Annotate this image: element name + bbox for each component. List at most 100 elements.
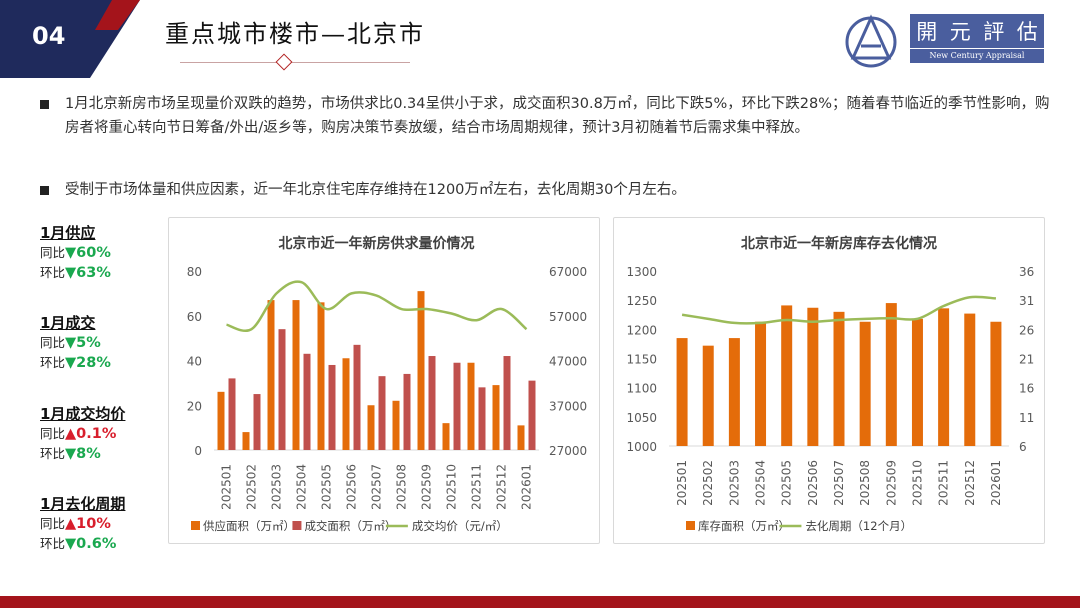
stat-mom-label: 环比 [40, 446, 66, 461]
y2-tick-label: 57000 [549, 310, 587, 324]
chart-title: 北京市近一年新房供求量价情况 [279, 235, 475, 252]
bar-primary [938, 308, 950, 446]
x-tick-label: 202504 [295, 464, 309, 510]
bar-primary [242, 432, 250, 450]
bar-primary [990, 321, 1002, 446]
stat-deal: 1月成交 同比▼5% 环比▼28% [40, 312, 111, 373]
bar-primary [317, 302, 325, 450]
bar-primary [492, 385, 500, 450]
page-number: 04 [32, 22, 66, 50]
x-tick-label: 202511 [470, 464, 484, 510]
bar-primary [728, 338, 740, 446]
legend-swatch [686, 521, 695, 530]
footer-bar [0, 596, 1080, 608]
stat-yoy-label: 同比 [40, 426, 66, 441]
x-tick-label: 202503 [727, 460, 741, 506]
bar-primary [367, 405, 375, 450]
bar-primary [442, 423, 450, 450]
stat-mom-label: 环比 [40, 265, 66, 280]
y2-tick-label: 27000 [549, 444, 587, 458]
y-tick-label: 1150 [626, 353, 657, 367]
x-tick-label: 202509 [420, 464, 434, 510]
x-tick-label: 202504 [754, 460, 768, 506]
bar-primary [267, 300, 275, 450]
x-tick-label: 202503 [270, 464, 284, 510]
y2-tick-label: 67000 [549, 265, 587, 279]
series-line [681, 295, 997, 325]
stat-mom-value: ▼0.6% [65, 536, 117, 552]
x-tick-label: 202601 [520, 464, 534, 510]
x-tick-label: 202501 [675, 460, 689, 506]
bar-primary [217, 391, 225, 450]
bar-secondary [378, 376, 386, 450]
x-tick-label: 202502 [245, 464, 259, 510]
y-tick-label: 0 [194, 444, 202, 458]
stat-mom-value: ▼63% [65, 265, 111, 281]
y-tick-label: 1100 [626, 382, 657, 396]
y-tick-label: 80 [187, 265, 202, 279]
x-tick-label: 202508 [858, 460, 872, 506]
bullet-paragraph-2: 受制于市场体量和供应因素，近一年北京住宅库存维持在1200万㎡左右，去化周期30… [40, 178, 1050, 202]
bar-primary [342, 358, 350, 450]
inventory-chart-panel: 北京市近一年新房库存去化情况 1000 1050 1100 1150 1200 1250 13… [613, 217, 1045, 544]
y2-tick-label: 6 [1019, 440, 1027, 454]
page-number-badge: 04 [0, 0, 140, 78]
bar-primary [911, 318, 923, 446]
y-tick-label: 1250 [626, 294, 657, 308]
logo-char: 開 [916, 20, 938, 44]
page-title: 重点城市楼市—北京市 [165, 20, 425, 48]
stat-mom-value: ▼8% [65, 446, 101, 462]
stat-yoy-label: 同比 [40, 516, 66, 531]
bar-primary [964, 313, 976, 446]
bar-secondary [328, 364, 336, 450]
x-tick-label: 202505 [780, 460, 794, 506]
x-tick-label: 202512 [963, 460, 977, 506]
y-tick-label: 1050 [626, 411, 657, 425]
logo-subtitle: New Century Appraisal [910, 49, 1044, 63]
bar-secondary [228, 378, 236, 450]
y2-tick-label: 26 [1019, 323, 1034, 337]
y2-tick-label: 11 [1019, 411, 1034, 425]
bar-primary [807, 307, 819, 446]
bar-primary [517, 425, 525, 450]
logo-char: 元 [949, 20, 971, 44]
stat-yoy-value: ▲10% [65, 516, 111, 532]
supply-demand-chart: 北京市近一年新房供求量价情况 0 20 40 60 80 27000 37000 47000 57… [187, 235, 587, 533]
legend-label: 去化周期（12个月） [805, 519, 912, 533]
stat-mom-label: 环比 [40, 355, 66, 370]
bar-secondary [303, 353, 311, 450]
bar-secondary [453, 362, 461, 450]
bar-secondary [278, 329, 286, 450]
bullet-paragraph-1: 1月北京新房市场呈现量价双跌的趋势，市场供求比0.34呈供小于求，成交面积30.… [40, 92, 1050, 140]
bar-primary [781, 305, 793, 446]
logo-wordmark: 開 元 評 估 [910, 14, 1044, 48]
x-tick-label: 202502 [701, 460, 715, 506]
logo-char: 估 [1016, 20, 1038, 44]
stat-clearance-cycle: 1月去化周期 同比▲10% 环比▼0.6% [40, 493, 125, 554]
y-tick-label: 1300 [626, 265, 657, 279]
bar-primary [859, 321, 871, 446]
legend-label: 成交均价（元/㎡） [412, 519, 508, 533]
title-underline [180, 62, 410, 63]
y-tick-label: 1200 [626, 323, 657, 337]
bar-primary [292, 300, 300, 450]
bar-primary [702, 345, 714, 446]
bullet-square-icon [40, 100, 49, 109]
bar-secondary [428, 356, 436, 450]
stat-yoy-label: 同比 [40, 335, 66, 350]
y-tick-label: 20 [187, 399, 202, 413]
bar-secondary [253, 394, 261, 450]
y2-tick-label: 47000 [549, 355, 587, 369]
legend-label: 成交面积（万㎡） [304, 519, 396, 533]
y2-tick-label: 16 [1019, 382, 1034, 396]
y-tick-label: 40 [187, 355, 202, 369]
stat-mom-value: ▼28% [65, 355, 111, 371]
stat-yoy-value: ▲0.1% [65, 426, 117, 442]
stat-mom-label: 环比 [40, 536, 66, 551]
stat-avg-price: 1月成交均价 同比▲0.1% 环比▼8% [40, 403, 125, 464]
bullet-square-icon [40, 186, 49, 195]
x-tick-label: 202511 [937, 460, 951, 506]
bar-primary [755, 321, 767, 446]
legend-label: 供应面积（万㎡） [203, 519, 295, 533]
bar-primary [467, 362, 475, 450]
